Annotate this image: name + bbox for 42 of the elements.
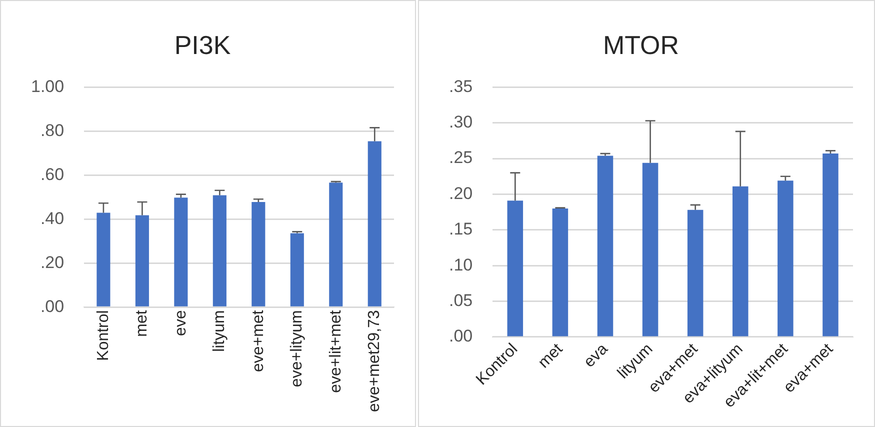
x-tick-label: eve+met29,73: [366, 310, 384, 412]
y-tick-label: .20: [448, 184, 473, 203]
y-tick-label: .35: [448, 76, 473, 96]
y-tick-label: .30: [448, 112, 473, 132]
bar: [252, 202, 266, 306]
y-tick-label: .05: [448, 290, 473, 310]
x-tick-label: eve+lityum: [288, 310, 306, 388]
x-tick-label: eva: [580, 340, 612, 371]
x-tick-label: met: [535, 340, 567, 372]
bar: [642, 162, 658, 336]
bar: [290, 233, 304, 306]
bar: [96, 212, 110, 306]
bar: [368, 141, 382, 306]
x-tick-label: eve+met: [250, 310, 267, 372]
bar: [174, 198, 188, 306]
chart-title: MTOR: [602, 30, 680, 60]
y-tick-label: .00: [40, 296, 64, 316]
y-tick-label: .15: [448, 220, 473, 239]
bar: [822, 154, 838, 336]
x-tick-label: met: [134, 310, 151, 337]
y-tick-label: .10: [448, 255, 473, 274]
bar: [329, 182, 343, 306]
x-tick-label: eve+lit+met: [327, 310, 344, 393]
x-tick-label: lityum: [211, 310, 228, 352]
bar: [732, 186, 748, 336]
y-tick-label: 1.00: [30, 76, 64, 96]
x-tick-label: Kontrol: [94, 310, 112, 361]
x-tick-label: eve: [172, 310, 190, 336]
bar: [778, 180, 794, 336]
y-tick-label: .60: [40, 164, 64, 184]
chart-title: PI3K: [174, 30, 232, 60]
bar: [507, 200, 524, 336]
bar: [135, 215, 149, 306]
y-tick-label: .25: [448, 148, 473, 168]
y-tick-label: .20: [40, 252, 64, 272]
bar: [597, 156, 614, 336]
bar: [212, 195, 226, 306]
y-tick-label: .40: [40, 208, 64, 228]
bar: [687, 210, 704, 336]
bar: [552, 208, 568, 336]
y-tick-label: .00: [448, 326, 473, 346]
y-tick-label: .80: [40, 120, 64, 140]
